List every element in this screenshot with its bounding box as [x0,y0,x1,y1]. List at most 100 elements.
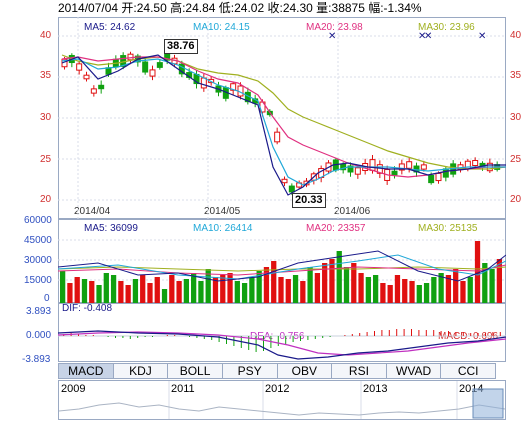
vol-ma20-label: MA20: 23357 [306,223,366,234]
volume-bar [445,275,452,303]
volume-bar [205,269,211,303]
vol-ma10-label: MA10: 26414 [193,223,253,234]
tab-psy[interactable]: PSY [222,363,278,379]
price-ytick-right-35: 35 [510,70,522,81]
price-ytick-left-30: 30 [40,112,52,123]
vol-ma30-label: MA30: 25135 [418,223,478,234]
candle-body [472,159,479,167]
volume-bar [140,275,146,303]
volume-bar [278,277,284,303]
tab-rsi[interactable]: RSI [332,363,387,379]
candle-body [149,69,156,77]
price-ma20-label: MA20: 23.98 [306,22,363,33]
candle-body [406,161,413,169]
macd-dif-label: DIF: -0.408 [62,303,113,314]
volume-chart-svg [58,239,506,303]
timeline-year-2012: 2012 [265,383,290,395]
timeline-range-selector [472,388,504,419]
price-ytick-right-30: 30 [510,112,522,123]
tab-wvad[interactable]: WVAD [386,363,442,379]
volume-bar [271,261,277,303]
candle-body [281,178,288,184]
timeline-navigator[interactable]: 2009 2011 2012 2013 2014 [58,380,506,420]
macd-dea-line [58,331,506,356]
volume-bar [132,279,139,303]
candle-body [98,84,105,90]
price-ma10-line [61,58,506,186]
candle-body [142,61,149,73]
volume-bar [256,271,262,303]
volume-bar [198,281,204,303]
price-xlabel-apr: 2014/04 [74,206,111,217]
candle-body [230,83,237,91]
volume-bar [372,275,379,303]
candle-body [398,163,405,171]
volume-bar [314,273,321,303]
volume-bar [431,277,437,303]
candle-body [435,172,442,182]
candle-body [442,168,449,178]
volume-bar [474,241,481,303]
vol-ma10-line [58,254,506,280]
candle-body [83,74,90,80]
price-ytick-left-40: 40 [40,30,52,41]
tab-obv[interactable]: OBV [277,363,333,379]
volume-bar [81,279,88,303]
volume-bar [416,285,422,303]
candle-body [90,88,97,94]
volume-bar [300,281,306,303]
volume-bar [336,251,342,303]
price-ma30-label: MA30: 23.96 [418,22,475,33]
candle-body [76,63,83,71]
price-ytick-right-20: 20 [510,194,522,205]
volume-bar [453,269,459,303]
candle-body [340,163,347,171]
candle-body [347,165,354,173]
volume-bar [365,277,371,303]
candle-body [428,174,435,184]
volume-bar [489,269,495,303]
volume-bar [67,283,73,303]
volume-bar [409,281,415,303]
volume-bar [220,275,226,303]
candle-body [369,159,376,171]
marker-x3: ✕ [424,31,432,42]
tab-kdj[interactable]: KDJ [113,363,169,379]
timeline-sparkline [59,381,505,419]
timeline-year-2011: 2011 [171,383,195,395]
marker-x2: ✕ [418,31,426,42]
volume-bar [394,275,401,303]
volume-bar [212,277,219,303]
timeline-year-2009: 2009 [61,383,86,395]
indicator-tabs: MACD KDJ BOLL PSY OBV RSI WVAD CCI [58,363,496,379]
volume-bar [358,273,364,303]
candle-body [288,185,295,193]
vol-ytick-45000: 45000 [24,235,52,246]
timeline-year-2013: 2013 [363,383,388,395]
volume-bar [322,263,328,303]
high-price-annotation: 38.76 [164,39,198,54]
macd-ytick-bottom: -3.893 [22,354,51,365]
volume-bar [423,283,430,303]
volume-bar [387,285,393,303]
price-ytick-left-35: 35 [40,70,52,81]
vol-ytick-0: 0 [44,293,50,304]
volume-bar [147,283,153,303]
candle-body [200,77,207,89]
price-xlabel-may: 2014/05 [204,206,241,217]
volume-bar [89,281,95,303]
volume-bar [380,283,386,303]
macd-ytick-zero: 0.000 [26,330,52,341]
marker-x4: ✕ [478,31,486,42]
volume-bar [227,273,233,303]
macd-chart-svg [58,329,506,360]
volume-bar [74,277,80,303]
volume-bar [249,277,255,303]
tab-boll[interactable]: BOLL [168,363,223,379]
volume-bar [154,277,160,303]
tab-macd[interactable]: MACD [58,363,114,379]
tab-cci[interactable]: CCI [441,363,496,379]
volume-bar [234,281,240,303]
volume-bar [183,279,190,303]
price-xlabel-jun: 2014/06 [334,206,371,217]
